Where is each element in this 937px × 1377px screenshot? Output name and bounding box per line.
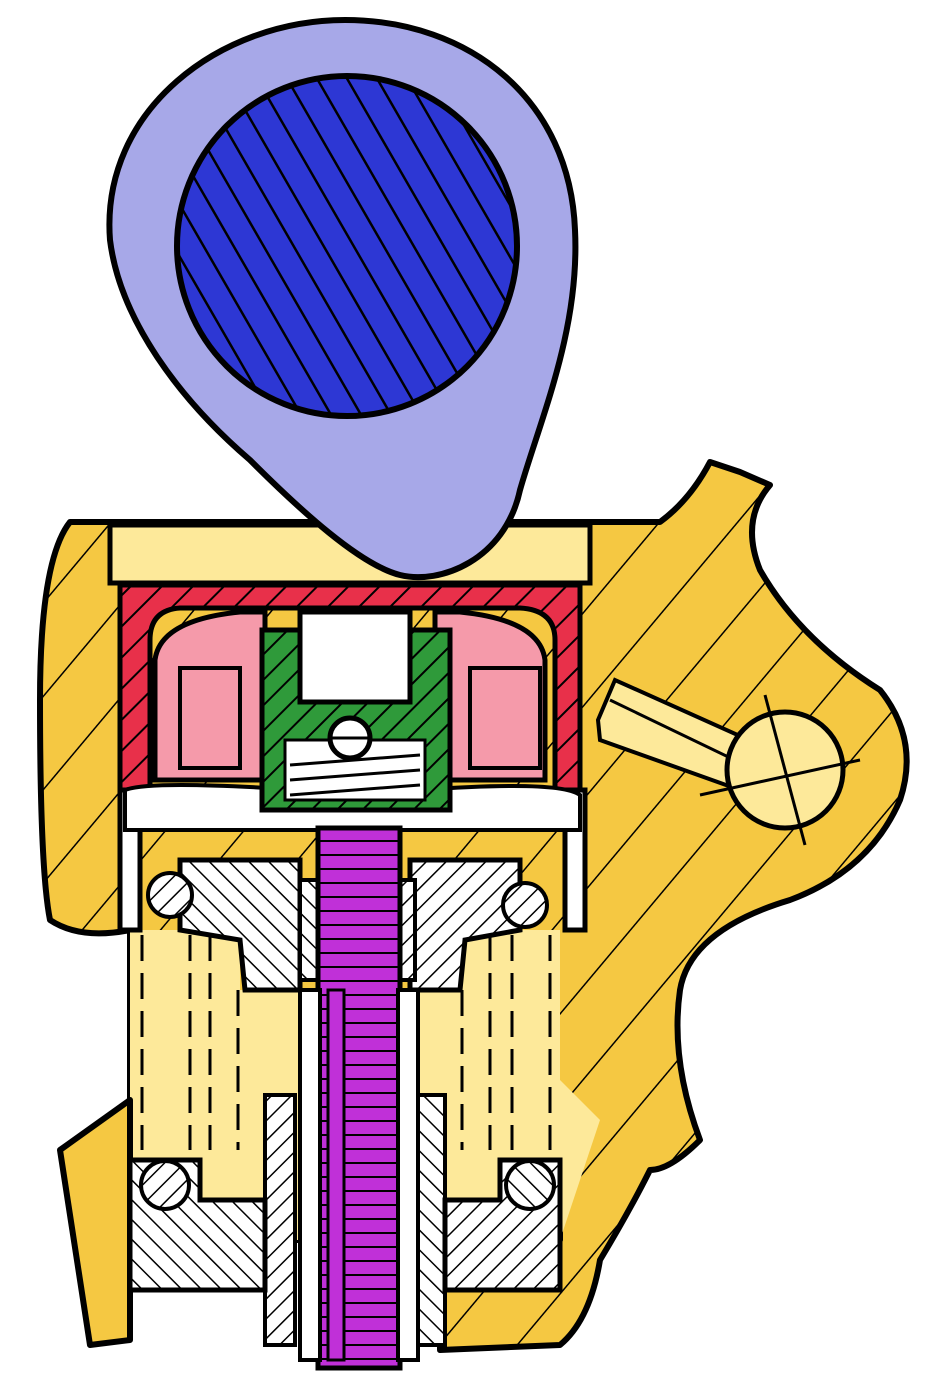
valve-spring-retainer <box>146 857 549 993</box>
valve-springs <box>140 935 552 1150</box>
camshaft <box>174 73 520 419</box>
hydraulic-tappet-bucket <box>117 582 588 933</box>
oil-plug <box>699 694 861 846</box>
plunger <box>259 609 453 813</box>
check-ball <box>327 715 373 761</box>
valve-stem <box>298 825 420 1371</box>
spring-seat <box>127 1157 563 1293</box>
valve-guide <box>263 1093 447 1347</box>
tappet-inner-chamber <box>123 609 582 832</box>
